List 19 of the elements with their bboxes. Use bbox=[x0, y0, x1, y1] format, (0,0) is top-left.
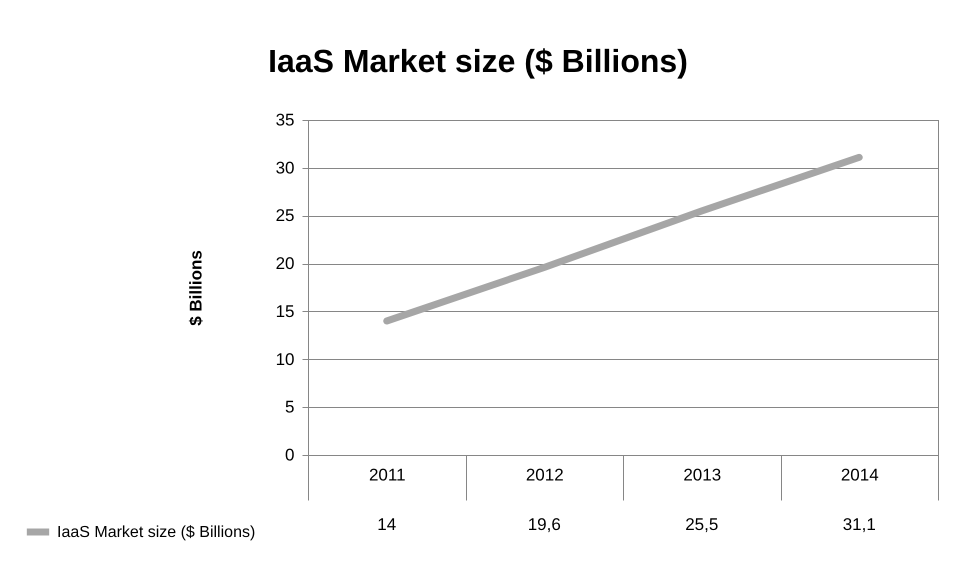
data-label: 31,1 bbox=[842, 515, 876, 534]
x-tick-label: 2011 bbox=[368, 466, 406, 484]
y-tick-label: 30 bbox=[276, 158, 294, 178]
y-tick-label: 5 bbox=[285, 398, 294, 417]
y-tick-label: 25 bbox=[276, 206, 294, 226]
y-tick-label: 0 bbox=[285, 446, 294, 464]
data-label: 19,6 bbox=[528, 515, 561, 534]
x-tick-label: 2014 bbox=[840, 466, 879, 484]
y-tick-label: 15 bbox=[276, 302, 294, 321]
y-tick-label: 35 bbox=[276, 110, 294, 130]
y-axis-title: $ Billions bbox=[186, 250, 206, 326]
x-tick-label: 2013 bbox=[683, 466, 722, 484]
y-tick-label: 20 bbox=[276, 254, 294, 274]
chart-title: IaaS Market size ($ Billions) bbox=[268, 43, 688, 79]
legend-label: IaaS Market size ($ Billions) bbox=[57, 524, 256, 541]
y-tick-label: 10 bbox=[276, 350, 294, 369]
data-label: 25,5 bbox=[685, 515, 718, 534]
x-tick-label: 2012 bbox=[526, 466, 564, 484]
data-label: 14 bbox=[377, 515, 396, 534]
